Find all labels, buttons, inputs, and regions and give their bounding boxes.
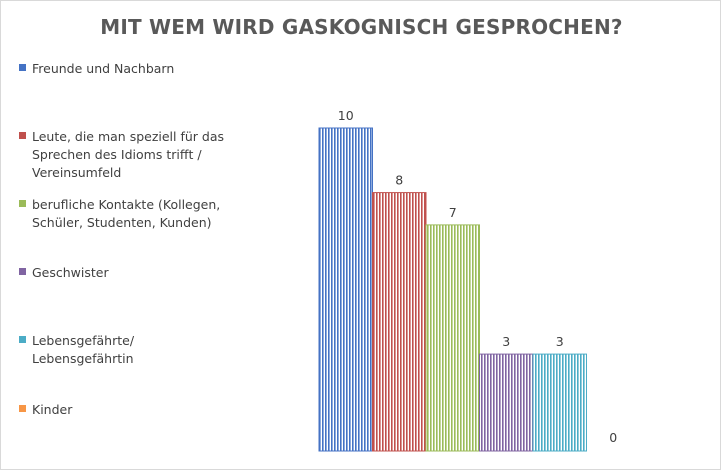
bar-4 <box>532 353 587 452</box>
data-label-4: 3 <box>556 334 564 349</box>
legend-label: Lebensgefährte/ Lebensgefährtin <box>32 333 135 366</box>
bar-2 <box>425 224 480 452</box>
data-label-0: 10 <box>338 108 354 123</box>
data-label-2: 7 <box>449 205 457 220</box>
legend-swatch <box>19 405 26 412</box>
legend-label: Freunde und Nachbarn <box>32 61 175 76</box>
legend-swatch <box>19 336 26 343</box>
legend-swatch <box>19 64 26 71</box>
legend-label: Leute, die man speziell für das Sprechen… <box>32 129 225 180</box>
legend-label: Geschwister <box>32 265 109 280</box>
legend-swatch <box>19 200 26 207</box>
data-label-1: 8 <box>395 173 403 188</box>
bar-3 <box>479 353 534 452</box>
bar-1 <box>372 192 427 452</box>
data-label-5: 0 <box>609 430 617 445</box>
data-label-3: 3 <box>502 334 510 349</box>
chart-title: MIT WEM WIRD GASKOGNISCH GESPROCHEN? <box>100 15 623 39</box>
legend-label: berufliche Kontakte (Kollegen, Schüler, … <box>32 197 221 230</box>
legend-label: Kinder <box>32 402 73 417</box>
bar-0 <box>318 127 373 452</box>
legend-swatch <box>19 268 26 275</box>
legend-swatch <box>19 132 26 139</box>
